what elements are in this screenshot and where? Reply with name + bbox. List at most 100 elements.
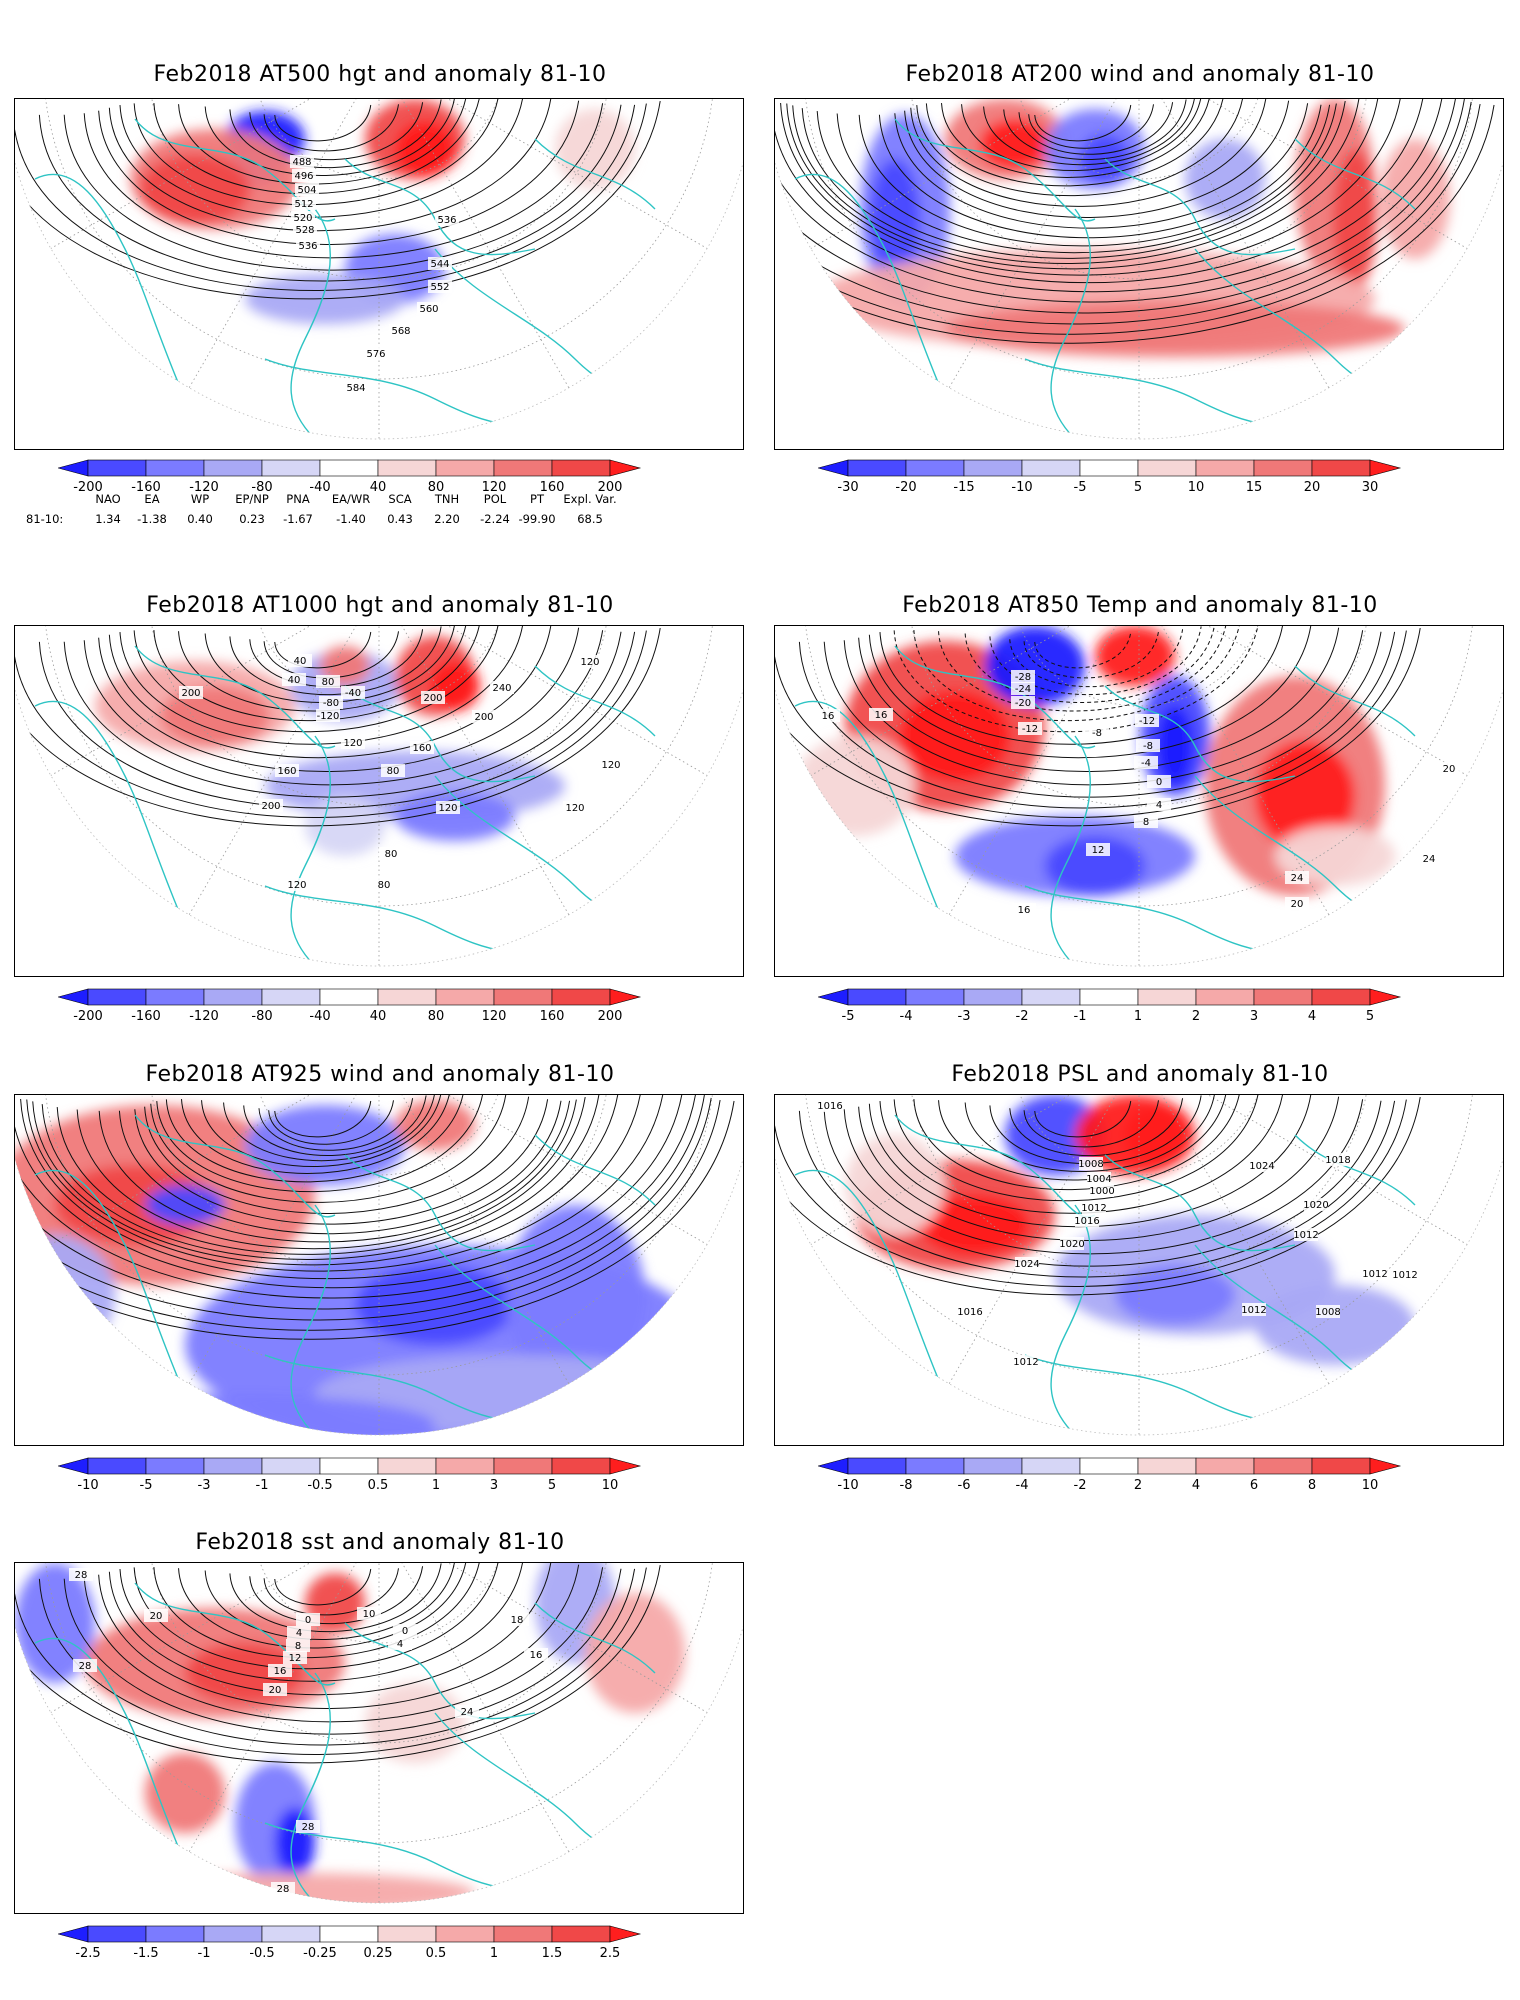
- contour-label: 12: [1092, 845, 1105, 856]
- polar-map: 16 16 -28-24 -20 -12 -8 -12 -8 -4 0 48 12 20 24 24 20 16: [775, 626, 1503, 967]
- colorbar-swatch: [261, 459, 321, 477]
- colorbar-tick-label: -0.25: [303, 1946, 337, 1961]
- coastline: [794, 700, 946, 927]
- colorbar-swatch: [905, 459, 965, 477]
- coastline: [814, 1294, 886, 1396]
- index-value: -1.40: [336, 512, 366, 526]
- contour-label: 18: [511, 1615, 524, 1626]
- index-header: WP: [190, 492, 210, 506]
- colorbar-tick-label: 2: [1133, 1478, 1143, 1493]
- anomaly-shading: [795, 626, 1395, 896]
- colorbar-arrow-right: [609, 988, 642, 1006]
- colorbar-swatch: [493, 1925, 553, 1943]
- coastline: [794, 1169, 946, 1396]
- colorbar-swatches: [816, 1457, 1402, 1475]
- contour: [938, 626, 1228, 712]
- panel-at1000-hgt: Feb2018 AT1000 hgt and anomaly 81-10 40 40…: [0, 593, 760, 1063]
- contour: [63, 104, 622, 271]
- contour: [964, 1095, 1216, 1172]
- index-header: POL: [483, 492, 507, 506]
- contour-label: 1008: [1315, 1307, 1340, 1318]
- colorbar-tick-label: 1: [489, 1946, 499, 1961]
- contour: [15, 630, 647, 818]
- coastline: [534, 1134, 656, 1206]
- panel-at850-temp: Feb2018 AT850 Temp and anomaly 81-10 16 16…: [760, 593, 1520, 1063]
- contour-label: 0: [1156, 777, 1162, 788]
- colorbar-tick-label: -1: [255, 1478, 269, 1493]
- coastline: [264, 885, 576, 953]
- colorbar-arrow-right: [609, 1457, 642, 1475]
- colorbar-swatches: [816, 988, 1402, 1006]
- contour-label: 1012: [1013, 1357, 1038, 1368]
- colorbar-tick-label: 0.25: [363, 1946, 393, 1961]
- contour-label: 1020: [1059, 1239, 1084, 1250]
- colorbar-tick-label: 6: [1249, 1478, 1259, 1493]
- coastline: [1104, 685, 1296, 783]
- contour: [913, 1095, 1241, 1191]
- contour: [63, 1568, 622, 1735]
- colorbar-swatch: [203, 1925, 263, 1943]
- contour: [178, 1563, 468, 1649]
- colorbar-tick-label: 10: [1187, 480, 1205, 495]
- index-header: NAO: [95, 492, 121, 506]
- contour-label: -120: [317, 711, 340, 722]
- colorbar-swatch: [963, 459, 1023, 477]
- contour-label: 120: [580, 657, 599, 668]
- contour: [119, 1563, 524, 1682]
- contour-label: 16: [274, 1666, 287, 1677]
- coastline: [134, 645, 336, 749]
- map-frame: [774, 98, 1504, 450]
- contour-label: 16: [530, 1650, 543, 1661]
- contour: [108, 626, 552, 759]
- colorbar-arrow-left: [816, 459, 849, 477]
- index-header: EA: [144, 492, 160, 506]
- colorbar-tick-label: -160: [131, 480, 161, 495]
- anomaly-area: [1095, 626, 1175, 686]
- colorbar-tick-label: 3: [1249, 1009, 1259, 1024]
- coastline: [1050, 735, 1091, 966]
- streamline: [816, 101, 1346, 259]
- contour: [1023, 1100, 1159, 1148]
- panel-title: Feb2018 AT925 wind and anomaly 81-10: [145, 1062, 615, 1087]
- contour-label: 28: [75, 1570, 88, 1581]
- contour: [83, 1567, 604, 1723]
- contour: [153, 1563, 481, 1659]
- colorbar-tick-label: -10: [77, 1478, 99, 1493]
- contour-label: 20: [1443, 764, 1456, 775]
- anomaly-area: [505, 1205, 645, 1385]
- colorbar-arrow-left: [816, 988, 849, 1006]
- coastline: [534, 665, 656, 737]
- coastline: [894, 645, 1096, 749]
- colorbar-swatch: [1021, 1457, 1081, 1475]
- index-header: Expl. Var.: [563, 492, 617, 506]
- anomaly-area: [145, 1185, 225, 1225]
- colorbar-swatch: [203, 1457, 263, 1475]
- map-frame: 28 28 20 0 4 8 12 16 20 0 4 10 16 18 24 28 28: [14, 1562, 744, 1914]
- coastline: [290, 1672, 331, 1903]
- streamline: [76, 1099, 577, 1250]
- streamline: [201, 1095, 443, 1167]
- colorbar-tick-label: 200: [597, 1009, 623, 1024]
- contour: [858, 627, 1340, 772]
- streamline: [858, 104, 1331, 247]
- contour-label: 4: [296, 1628, 302, 1639]
- contour-label: 16: [822, 711, 835, 722]
- contour-label: 160: [412, 743, 431, 754]
- panel-title: Feb2018 PSL and anomaly 81-10: [951, 1062, 1329, 1087]
- panel-title: Feb2018 AT200 wind and anomaly 81-10: [905, 62, 1375, 87]
- colorbar-tick-label: -10: [1011, 480, 1033, 495]
- colorbar-tick-label: -20: [895, 480, 917, 495]
- contour-label: 24: [461, 1707, 474, 1718]
- contour: [823, 1100, 1382, 1267]
- colorbar-swatch: [1195, 1457, 1255, 1475]
- contour-label: 80: [387, 766, 400, 777]
- streamline: [878, 104, 1322, 239]
- colorbar-tick-label: 160: [539, 480, 565, 495]
- index-row-label: 81-10:: [26, 512, 64, 526]
- coastline: [1294, 138, 1416, 210]
- colorbar-tick-label: -2.5: [75, 1946, 101, 1961]
- colorbar-tick-label: -5: [841, 1009, 855, 1024]
- contour: [893, 626, 1260, 733]
- coastline: [534, 138, 656, 210]
- contour-label: 80: [385, 849, 398, 860]
